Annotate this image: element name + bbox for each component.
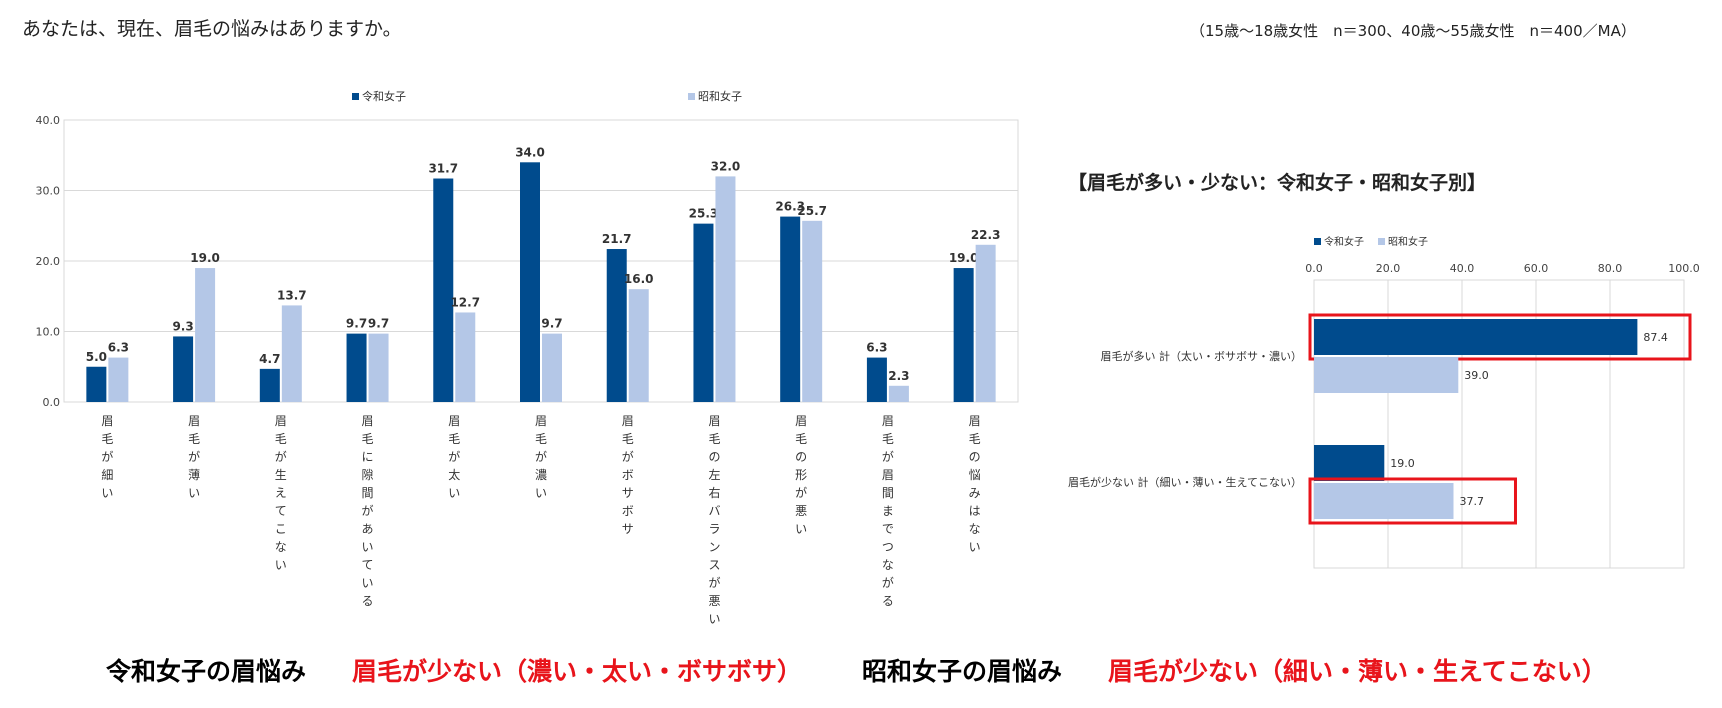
data-label: 13.7 bbox=[277, 288, 307, 302]
bar-showa bbox=[715, 176, 736, 402]
x-category-label: 眉毛の悩みはない bbox=[968, 414, 981, 554]
data-label: 4.7 bbox=[259, 352, 280, 366]
bar-reiwa bbox=[1314, 319, 1638, 355]
x-category-label: 眉毛が眉間までつながる bbox=[881, 414, 894, 608]
highlight-box bbox=[1308, 477, 1517, 525]
bar-showa bbox=[281, 305, 302, 402]
bar-reiwa bbox=[259, 368, 280, 402]
data-label: 21.7 bbox=[602, 232, 632, 246]
data-label: 22.3 bbox=[971, 228, 1001, 242]
reiwa-summary-label: 令和女子の眉悩み bbox=[106, 657, 307, 686]
y-category-label: 眉毛が少ない 計（細い・薄い・生えてこない） bbox=[1068, 475, 1302, 489]
showa-summary-label: 昭和女子の眉悩み bbox=[862, 657, 1063, 686]
x-tick-label: 20.0 bbox=[1376, 262, 1401, 275]
x-tick-label: 0.0 bbox=[1305, 262, 1323, 275]
data-label: 5.0 bbox=[86, 350, 107, 364]
x-category-label: 眉毛が太い bbox=[448, 414, 461, 500]
data-label: 12.7 bbox=[450, 295, 480, 309]
bar-reiwa bbox=[953, 268, 974, 402]
bar-showa bbox=[542, 333, 562, 402]
data-label: 19.0 bbox=[190, 251, 220, 265]
data-label: 25.3 bbox=[689, 207, 719, 221]
legend-label: 令和女子 bbox=[362, 89, 406, 103]
bar-showa bbox=[1314, 357, 1459, 393]
legend-swatch-showa bbox=[688, 93, 695, 100]
bar-reiwa bbox=[173, 336, 194, 402]
x-category-label: 眉毛が細い bbox=[101, 414, 114, 500]
bar-showa bbox=[368, 333, 389, 402]
data-label: 25.7 bbox=[797, 204, 827, 218]
data-label: 39.0 bbox=[1464, 369, 1489, 382]
data-label: 19.0 bbox=[949, 251, 979, 265]
highlight-box bbox=[1308, 313, 1692, 361]
legend-label: 昭和女子 bbox=[1388, 235, 1428, 248]
data-label: 16.0 bbox=[624, 272, 654, 286]
comparison-chart-title: 【眉毛が多い・少ない：令和女子・昭和女子別】 bbox=[1068, 172, 1487, 194]
showa-summary-highlight: 眉毛が少ない（細い・薄い・生えてこない） bbox=[1108, 657, 1607, 686]
sample-note: （15歳～18歳女性 n＝300、40歳～55歳女性 n＝400／MA） bbox=[1190, 22, 1636, 40]
legend-label: 昭和女子 bbox=[698, 89, 742, 103]
bar-reiwa bbox=[433, 178, 454, 402]
data-label: 34.0 bbox=[515, 145, 545, 159]
bar-reiwa bbox=[86, 366, 107, 402]
data-label: 31.7 bbox=[428, 162, 458, 176]
x-tick-label: 60.0 bbox=[1524, 262, 1549, 275]
reiwa-summary-highlight: 眉毛が少ない（濃い・太い・ボサボサ） bbox=[352, 657, 803, 686]
bar-showa bbox=[802, 220, 823, 402]
bar-reiwa bbox=[693, 223, 714, 402]
bar-showa bbox=[455, 312, 476, 402]
y-category-label: 眉毛が多い 計（太い・ボサボサ・濃い） bbox=[1101, 349, 1303, 363]
data-label: 87.4 bbox=[1643, 331, 1668, 344]
x-tick-label: 40.0 bbox=[1450, 262, 1475, 275]
bar-reiwa bbox=[606, 249, 627, 402]
x-category-label: 眉毛の形が悪い bbox=[795, 414, 808, 536]
bar-reiwa bbox=[520, 162, 540, 402]
data-label: 9.7 bbox=[368, 317, 389, 331]
bar-showa bbox=[108, 357, 129, 402]
data-label: 37.7 bbox=[1459, 495, 1484, 508]
legend-swatch-reiwa bbox=[352, 93, 359, 100]
question-title: あなたは、現在、眉毛の悩みはありますか。 bbox=[22, 18, 402, 40]
bar-reiwa bbox=[1314, 445, 1385, 481]
bar-showa bbox=[888, 385, 909, 402]
y-tick-label: 10.0 bbox=[36, 326, 61, 339]
data-label: 6.3 bbox=[866, 341, 887, 355]
x-category-label: 眉毛の左右バランスが悪い bbox=[708, 414, 721, 626]
x-category-label: 眉毛が濃い bbox=[534, 414, 547, 500]
x-category-label: 眉毛に隙間があいている bbox=[361, 414, 374, 608]
legend-swatch-showa bbox=[1378, 238, 1385, 245]
bar-showa bbox=[1314, 483, 1454, 519]
data-label: 9.7 bbox=[346, 317, 367, 331]
bar-showa bbox=[975, 244, 996, 402]
bar-reiwa bbox=[346, 333, 367, 402]
bar-reiwa bbox=[866, 357, 887, 402]
data-label: 2.3 bbox=[888, 369, 909, 383]
data-label: 9.7 bbox=[541, 317, 562, 331]
data-label: 19.0 bbox=[1390, 457, 1415, 470]
data-label: 32.0 bbox=[711, 159, 741, 173]
data-label: 6.3 bbox=[108, 341, 129, 355]
x-category-label: 眉毛が薄い bbox=[188, 414, 201, 500]
bar-showa bbox=[628, 289, 649, 402]
y-tick-label: 40.0 bbox=[36, 114, 61, 127]
x-category-label: 眉毛がボサボサ bbox=[621, 414, 634, 536]
y-tick-label: 0.0 bbox=[43, 396, 61, 409]
x-tick-label: 80.0 bbox=[1598, 262, 1623, 275]
x-category-label: 眉毛が生えてこない bbox=[274, 414, 287, 572]
y-tick-label: 20.0 bbox=[36, 255, 61, 268]
legend-label: 令和女子 bbox=[1324, 235, 1364, 248]
bar-reiwa bbox=[780, 216, 801, 402]
x-tick-label: 100.0 bbox=[1668, 262, 1700, 275]
data-label: 26.3 bbox=[775, 200, 805, 214]
legend-swatch-reiwa bbox=[1314, 238, 1321, 245]
data-label: 9.3 bbox=[172, 319, 193, 333]
y-tick-label: 30.0 bbox=[36, 185, 61, 198]
bar-showa bbox=[195, 268, 216, 402]
